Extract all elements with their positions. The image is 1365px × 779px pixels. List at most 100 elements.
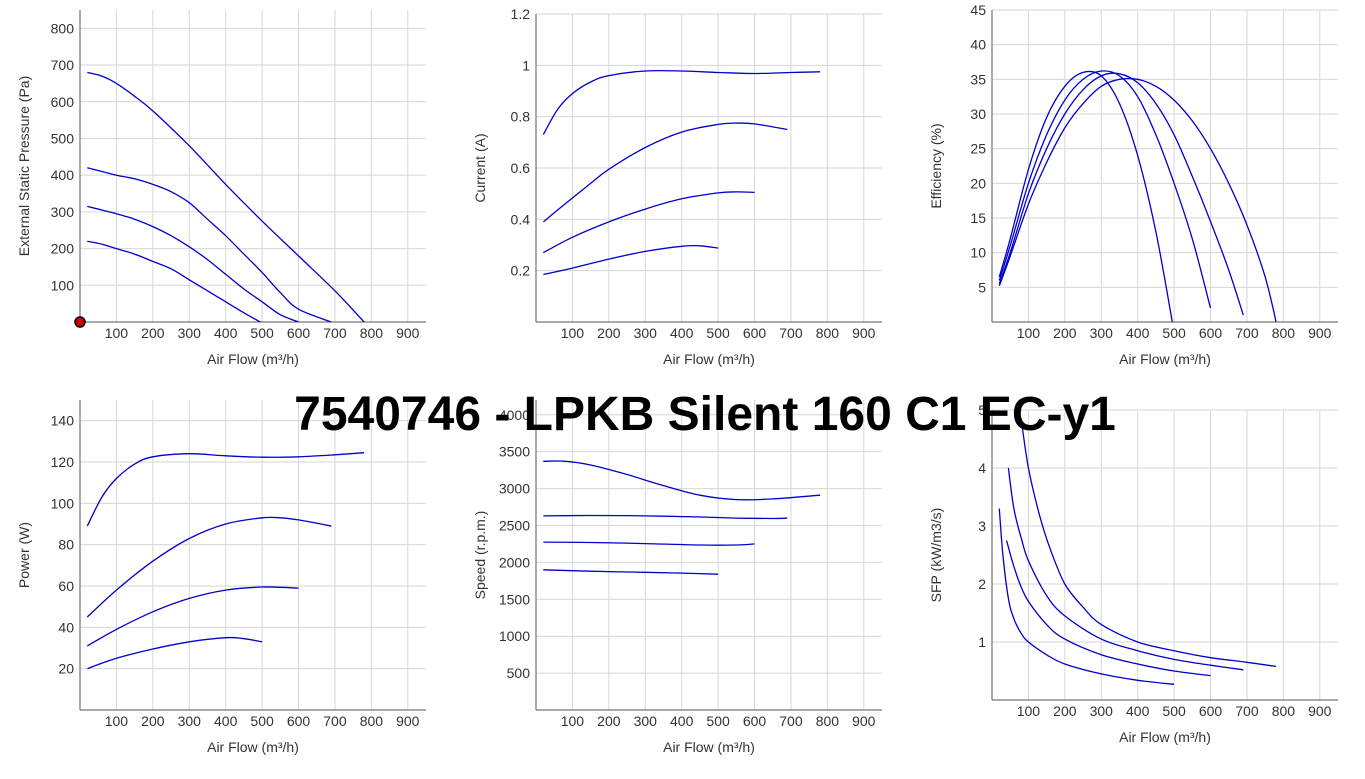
x-tick-label: 200 [597,713,621,729]
x-tick-label: 300 [178,713,202,729]
y-axis-label: Power (W) [16,522,32,588]
series-line-4 [543,244,719,276]
x-tick-label: 600 [287,713,311,729]
y-tick-label: 1500 [499,591,530,607]
y-tick-label: 4000 [499,407,530,423]
y-tick-label: 300 [51,204,75,220]
y-tick-label: 3500 [499,444,530,460]
x-tick-label: 900 [852,325,876,341]
x-tick-label: 800 [1272,325,1296,341]
x-tick-label: 900 [852,713,876,729]
x-tick-label: 600 [743,713,767,729]
y-axis-label: Speed (r.p.m.) [472,511,488,600]
x-axis-label: Air Flow (m³/h) [207,739,299,755]
x-tick-label: 200 [141,713,165,729]
series-line-4 [87,636,263,670]
series-line-1 [543,460,821,501]
y-tick-label: 0.8 [511,109,531,125]
x-axis-label: Air Flow (m³/h) [663,351,755,367]
y-tick-label: 15 [970,210,986,226]
chart-speed: 100 200 300 400 500 600 700 800 900 500 1000 1500 20… [472,400,882,755]
series-line-4 [87,240,261,322]
x-tick-label: 900 [396,713,420,729]
x-tick-label: 700 [323,325,347,341]
x-tick-label: 600 [743,325,767,341]
y-tick-label: 2000 [499,554,530,570]
x-tick-label: 200 [1053,325,1077,341]
series-line-2 [86,516,332,618]
x-tick-label: 400 [670,325,694,341]
x-tick-label: 800 [360,325,384,341]
series-line-4 [998,508,1175,685]
x-axis-label: Air Flow (m³/h) [1119,729,1211,745]
x-tick-label: 300 [1090,703,1114,719]
series-line-2 [543,514,788,520]
x-axis-label: Air Flow (m³/h) [207,351,299,367]
x-tick-label: 900 [396,325,420,341]
x-axis-label: Air Flow (m³/h) [1119,351,1211,367]
y-tick-label: 2500 [499,517,530,533]
y-tick-label: 1000 [499,628,530,644]
series-line-2 [1007,467,1244,671]
y-tick-label: 0.2 [511,263,531,279]
y-tick-label: 60 [58,578,74,594]
x-tick-label: 600 [287,325,311,341]
series-line-2 [998,70,1212,309]
y-tick-label: 100 [51,277,75,293]
y-tick-label: 140 [51,413,75,429]
y-tick-label: 500 [51,130,75,146]
y-tick-label: 45 [970,2,986,18]
y-tick-label: 500 [507,665,531,681]
series-line-2 [542,122,788,223]
x-tick-label: 200 [1053,703,1077,719]
x-tick-label: 400 [1126,703,1150,719]
x-tick-label: 900 [1308,703,1332,719]
series-line-1 [542,69,821,135]
x-axis-label: Air Flow (m³/h) [663,739,755,755]
x-tick-label: 700 [1235,325,1259,341]
series-line-3 [543,541,755,546]
y-tick-label: 4 [978,460,986,476]
banner-title: 7540746 - LPKB Silent 160 C1 EC-y1 [294,388,1116,441]
y-axis-label: Efficiency (%) [928,123,944,208]
y-tick-label: 3 [978,518,986,534]
series-line-1 [86,452,365,527]
y-tick-label: 1 [522,57,530,73]
x-tick-label: 800 [1272,703,1296,719]
x-tick-label: 600 [1199,325,1223,341]
y-tick-label: 0.4 [511,211,531,227]
y-tick-label: 800 [51,20,75,36]
y-axis-label: SFP (kW/m3/s) [928,508,944,603]
x-tick-label: 500 [250,713,274,729]
y-axis-label: Current (A) [472,133,488,202]
x-tick-label: 700 [1235,703,1259,719]
x-tick-label: 800 [360,713,384,729]
x-tick-label: 400 [214,325,238,341]
y-tick-label: 5 [978,279,986,295]
y-tick-label: 10 [970,245,986,261]
y-tick-label: 25 [970,141,986,157]
series-line-1 [87,71,365,322]
y-tick-label: 40 [58,619,74,635]
y-tick-label: 5 [978,402,986,418]
x-tick-label: 500 [1162,703,1186,719]
y-tick-label: 600 [51,94,75,110]
x-tick-label: 300 [634,325,658,341]
y-tick-label: 3000 [499,481,530,497]
x-tick-label: 100 [561,713,585,729]
x-tick-label: 800 [816,325,840,341]
series-line-4 [998,77,1277,322]
y-tick-label: 20 [970,175,986,191]
x-tick-label: 700 [779,325,803,341]
x-tick-label: 500 [250,325,274,341]
x-tick-label: 300 [1090,325,1114,341]
chart-pressure: 100 200 300 400 500 600 700 800 900 100 200 300 400 5… [16,10,426,367]
y-tick-label: 1 [978,634,986,650]
x-tick-label: 500 [706,713,730,729]
y-tick-label: 200 [51,241,75,257]
y-tick-label: 2 [978,576,986,592]
series-line-3 [542,191,755,254]
y-axis-label: External Static Pressure (Pa) [16,76,32,257]
x-tick-label: 700 [779,713,803,729]
y-tick-label: 700 [51,57,75,73]
